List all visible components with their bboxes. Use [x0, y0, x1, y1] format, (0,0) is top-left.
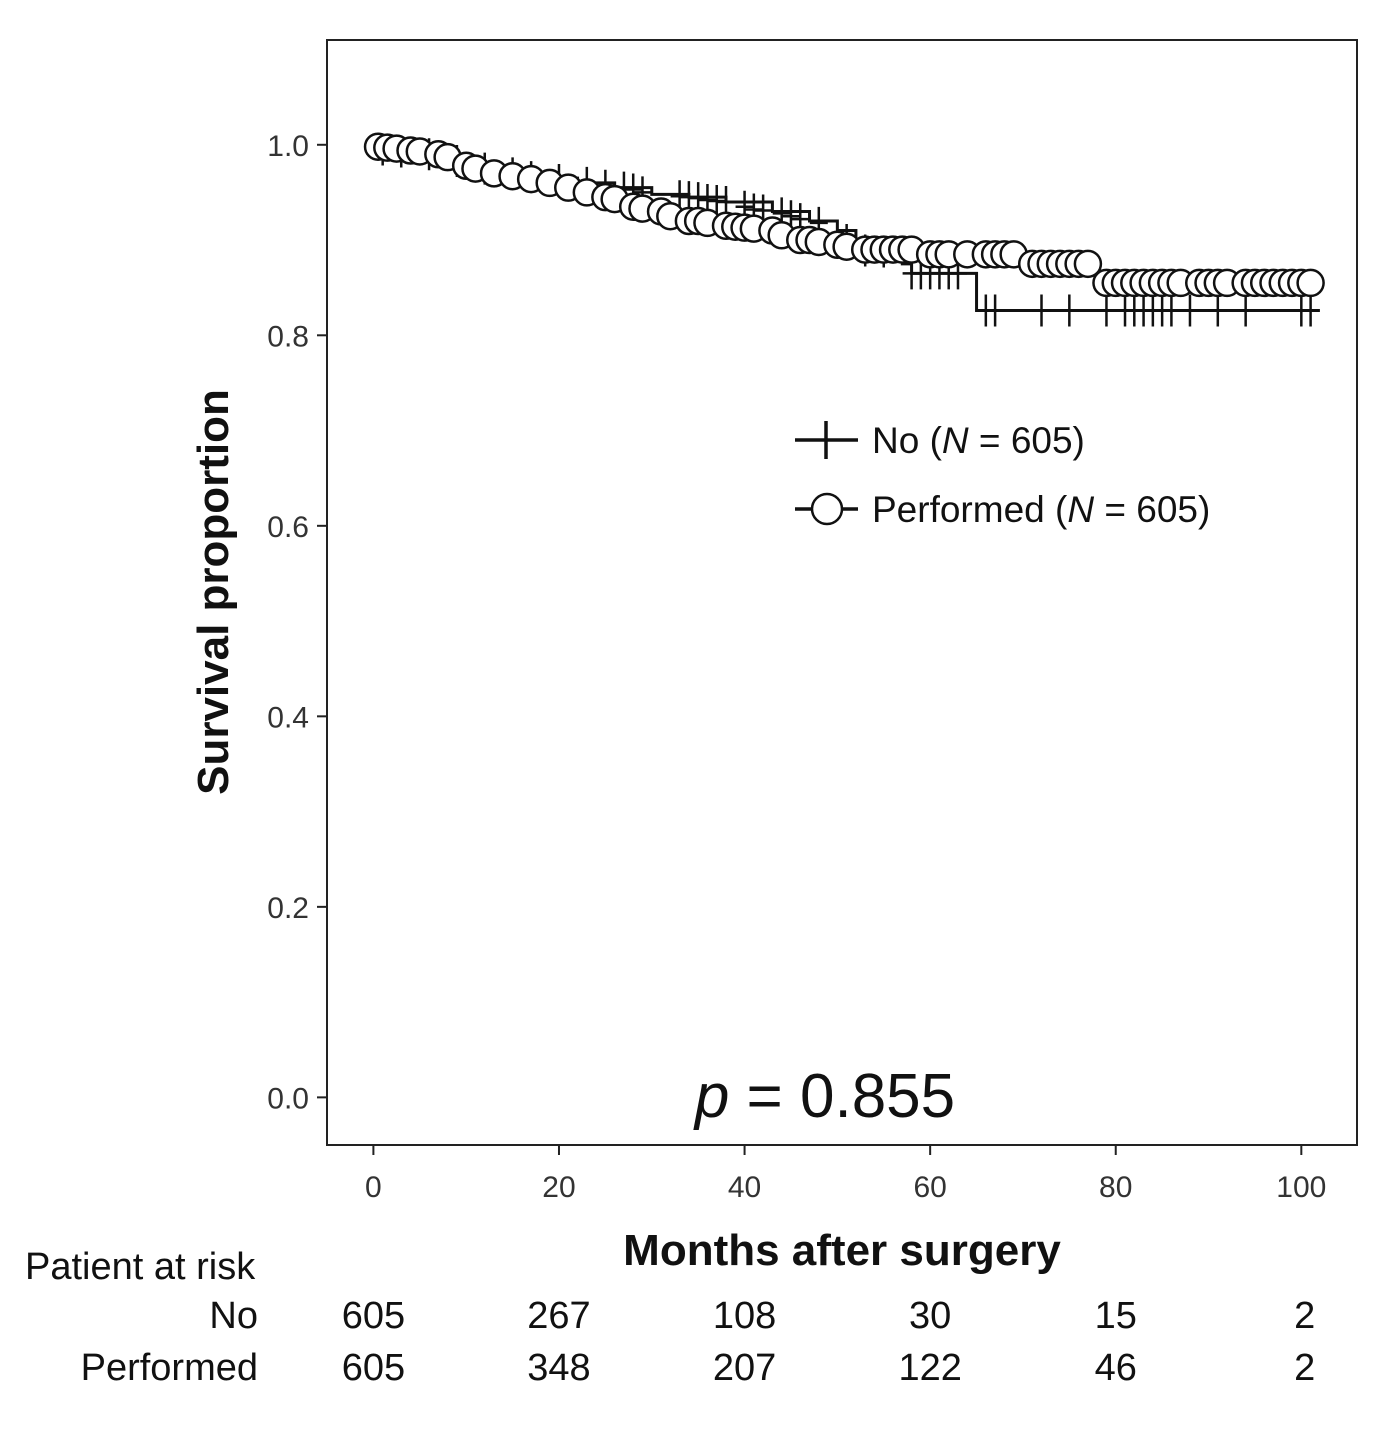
risk-count-performed: 122 — [898, 1347, 961, 1389]
risk-row-label-performed: Performed — [81, 1347, 258, 1389]
y-tick-label: 0.0 — [267, 1082, 309, 1115]
risk-table: Patient at risk No 605 267 108 30 15 2 Performe… — [25, 1246, 1315, 1389]
censor-mark-no — [1060, 294, 1079, 327]
risk-count-performed: 2 — [1294, 1347, 1315, 1389]
risk-count-no: 15 — [1095, 1295, 1137, 1337]
censor-mark-no — [1236, 294, 1255, 327]
legend-circle-marker-icon — [810, 492, 844, 526]
y-tick-label: 0.2 — [267, 892, 309, 925]
y-tick-label: 0.6 — [267, 511, 309, 544]
series-performed — [363, 132, 1325, 298]
legend-item-performed: Performed (N = 605) — [795, 489, 1210, 530]
risk-table-title: Patient at risk — [25, 1246, 256, 1288]
risk-count-no: 2 — [1294, 1295, 1315, 1337]
y-tick-label: 0.8 — [267, 320, 309, 353]
censor-mark-no — [986, 294, 1005, 327]
y-tick-label: 1.0 — [267, 130, 309, 163]
x-axis-title: Months after surgery — [623, 1226, 1061, 1275]
x-axis-ticks: 0 20 40 60 80 100 — [365, 1145, 1326, 1204]
censor-mark-performed — [1296, 268, 1325, 298]
risk-count-performed: 207 — [713, 1347, 776, 1389]
risk-count-no: 108 — [713, 1295, 776, 1337]
p-value-annotation: p = 0.855 — [693, 1062, 955, 1131]
risk-count-no: 267 — [527, 1295, 590, 1337]
risk-table-rows: No 605 267 108 30 15 2 Performed 605 348 207 122 46 2 — [81, 1295, 1316, 1389]
legend-item-no: No (N = 605) — [795, 420, 1085, 461]
risk-row-label-no: No — [209, 1295, 258, 1337]
x-tick-label: 40 — [728, 1171, 761, 1204]
censor-mark-no — [1180, 294, 1199, 327]
y-tick-label: 0.4 — [267, 701, 309, 734]
x-tick-label: 60 — [913, 1171, 946, 1204]
x-tick-label: 100 — [1276, 1171, 1326, 1204]
risk-count-performed: 348 — [527, 1347, 590, 1389]
censor-mark-performed — [1073, 249, 1103, 279]
censor-mark-no — [1032, 294, 1051, 327]
censor-mark-no — [1208, 294, 1227, 327]
y-axis-title: Survival proportion — [189, 389, 238, 795]
risk-count-no: 30 — [909, 1295, 951, 1337]
legend: No (N = 605) Performed (N = 605) — [795, 420, 1210, 530]
legend-label-performed: Performed (N = 605) — [872, 489, 1210, 530]
censor-mark-no — [1301, 294, 1320, 327]
censor-mark-no — [1162, 294, 1181, 327]
risk-count-performed: 605 — [342, 1347, 405, 1389]
risk-count-performed: 46 — [1095, 1347, 1137, 1389]
y-axis-ticks: 0.0 0.2 0.4 0.6 0.8 1.0 — [267, 130, 327, 1115]
plot-frame — [326, 39, 1358, 1146]
censor-mark-no — [1097, 294, 1116, 327]
x-tick-label: 80 — [1099, 1171, 1132, 1204]
legend-label-no: No (N = 605) — [872, 420, 1085, 461]
x-tick-label: 0 — [365, 1171, 382, 1204]
x-tick-label: 20 — [542, 1171, 575, 1204]
risk-count-no: 605 — [342, 1295, 405, 1337]
survival-curves — [363, 132, 1325, 327]
